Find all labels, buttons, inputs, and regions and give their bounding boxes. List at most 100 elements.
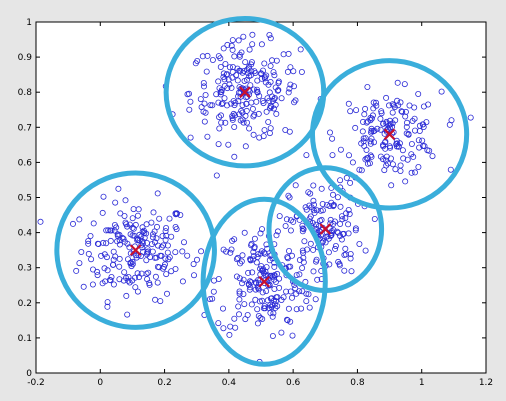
- data-point: [300, 249, 307, 256]
- data-point: [345, 221, 352, 228]
- data-point: [201, 100, 208, 107]
- data-point: [327, 216, 334, 223]
- data-point: [241, 78, 248, 85]
- data-point: [102, 278, 109, 285]
- data-point: [70, 220, 77, 227]
- data-point: [238, 258, 245, 265]
- y-tick-label: 0.5: [18, 194, 32, 204]
- data-point: [338, 213, 345, 220]
- data-point: [148, 219, 155, 226]
- data-point: [266, 97, 273, 104]
- data-point: [368, 135, 375, 142]
- data-point: [257, 230, 264, 237]
- data-point: [339, 230, 346, 237]
- data-point: [335, 258, 342, 265]
- x-tick-label: 0.4: [222, 378, 237, 388]
- data-point: [140, 227, 147, 234]
- data-point: [303, 206, 310, 213]
- data-point: [116, 255, 123, 262]
- data-point: [246, 46, 253, 53]
- data-point: [94, 272, 101, 279]
- data-point: [130, 225, 137, 232]
- data-point: [163, 271, 170, 278]
- data-point: [256, 298, 263, 305]
- data-point: [246, 125, 253, 132]
- data-point: [215, 78, 222, 85]
- data-point: [438, 88, 445, 95]
- data-point: [287, 81, 294, 88]
- data-point: [207, 102, 214, 109]
- data-point: [394, 79, 401, 86]
- data-point: [283, 216, 290, 223]
- data-point: [310, 246, 317, 253]
- data-point: [405, 130, 412, 137]
- data-point: [134, 270, 141, 277]
- data-point: [199, 53, 206, 60]
- data-point: [119, 234, 126, 241]
- data-point: [111, 227, 118, 234]
- data-point: [266, 130, 273, 137]
- data-point: [447, 166, 454, 173]
- data-point: [215, 99, 222, 106]
- data-point: [112, 199, 119, 206]
- data-point: [87, 232, 94, 239]
- cluster-outline-3: [309, 58, 470, 211]
- data-point: [298, 305, 305, 312]
- data-point: [234, 254, 241, 261]
- data-point: [362, 247, 369, 254]
- data-point: [215, 141, 222, 148]
- data-point: [126, 279, 133, 286]
- data-point: [278, 95, 285, 102]
- data-point: [85, 240, 92, 247]
- data-point: [332, 242, 339, 249]
- data-point: [116, 263, 123, 270]
- data-point: [172, 223, 179, 230]
- data-point: [129, 215, 136, 222]
- data-point: [317, 207, 324, 214]
- data-point: [122, 197, 129, 204]
- data-point: [408, 140, 415, 147]
- data-point: [143, 270, 150, 277]
- data-point: [215, 53, 222, 60]
- data-point: [223, 102, 230, 109]
- y-tick-label: 0.8: [18, 88, 33, 98]
- data-point: [221, 95, 228, 102]
- data-point: [325, 249, 332, 256]
- data-point: [421, 143, 428, 150]
- data-point: [232, 99, 239, 106]
- data-point: [242, 143, 249, 150]
- data-point: [345, 100, 352, 107]
- data-point: [262, 305, 269, 312]
- data-point: [305, 189, 312, 196]
- data-point: [287, 64, 294, 71]
- data-point: [232, 324, 239, 331]
- data-point: [130, 206, 137, 213]
- data-point: [114, 238, 121, 245]
- data-point: [345, 206, 352, 213]
- data-point: [299, 264, 306, 271]
- data-point: [213, 172, 220, 179]
- data-point: [304, 246, 311, 253]
- data-point: [404, 156, 411, 163]
- data-point: [186, 106, 193, 113]
- data-point: [419, 121, 426, 128]
- data-point: [336, 262, 343, 269]
- data-point: [125, 273, 132, 280]
- data-point: [217, 91, 224, 98]
- x-tick-label: 0.2: [157, 378, 171, 388]
- data-point: [274, 228, 281, 235]
- data-point: [446, 121, 453, 128]
- data-point: [394, 140, 401, 147]
- data-point: [228, 246, 235, 253]
- data-point: [216, 114, 223, 121]
- data-point: [282, 127, 289, 134]
- data-point: [299, 247, 306, 254]
- data-point: [378, 110, 385, 117]
- data-point: [243, 119, 250, 126]
- data-point: [370, 105, 377, 112]
- data-point: [133, 254, 140, 261]
- data-point: [190, 261, 197, 268]
- data-point: [248, 301, 255, 308]
- data-point: [37, 218, 44, 225]
- data-point: [415, 163, 422, 170]
